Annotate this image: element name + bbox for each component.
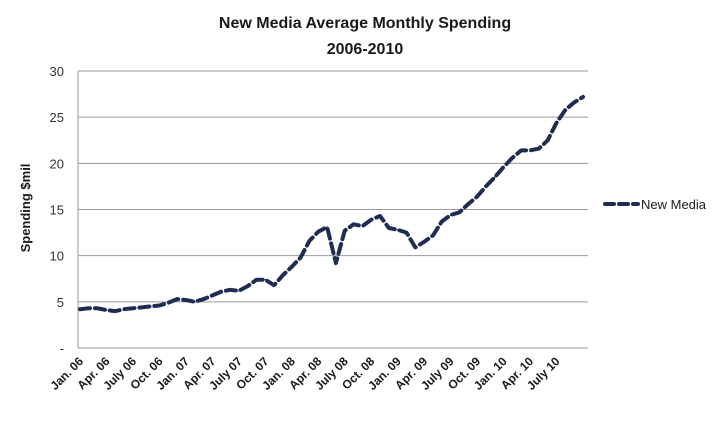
- gridlines: [77, 70, 588, 349]
- data-point: [396, 229, 399, 231]
- data-point: [105, 309, 108, 311]
- data-point: [299, 256, 302, 259]
- y-tick-label: 15: [50, 203, 64, 218]
- data-point: [441, 220, 443, 223]
- data-point: [290, 265, 293, 268]
- legend-label-new-media: New Media: [641, 197, 707, 212]
- data-point: [361, 225, 364, 227]
- data-point: [149, 305, 152, 308]
- data-point: [167, 301, 170, 304]
- data-point: [370, 218, 373, 221]
- data-point: [246, 285, 249, 287]
- data-point: [114, 310, 117, 312]
- data-point: [229, 289, 231, 291]
- data-point: [546, 139, 549, 142]
- y-tick-label: 10: [50, 249, 64, 264]
- y-axis-label: Spending $mil: [18, 164, 33, 253]
- data-point: [335, 262, 337, 264]
- data-point: [343, 229, 346, 232]
- data-point: [158, 304, 161, 307]
- data-point: [317, 230, 320, 233]
- data-point: [88, 307, 90, 310]
- data-point: [555, 121, 558, 124]
- chart-title: New Media Average Monthly Spending: [219, 15, 511, 32]
- data-point: [132, 307, 134, 310]
- y-tick-label: 5: [57, 295, 64, 310]
- data-point: [282, 274, 284, 276]
- series-line-new-media: [78, 94, 585, 314]
- data-point: [140, 306, 143, 309]
- data-point: [264, 278, 267, 281]
- data-point: [326, 226, 328, 228]
- data-point: [79, 308, 81, 311]
- data-point: [352, 223, 355, 226]
- data-point: [414, 246, 417, 249]
- data-point: [308, 240, 311, 242]
- data-point: [255, 278, 258, 281]
- data-point: [185, 299, 187, 301]
- data-point: [476, 195, 478, 198]
- data-point: [211, 294, 214, 297]
- data-point: [449, 214, 452, 216]
- y-tick-label: 25: [50, 110, 64, 125]
- data-point: [582, 96, 584, 98]
- data-point: [379, 215, 381, 217]
- data-point: [538, 147, 540, 150]
- data-point: [123, 308, 125, 311]
- data-point: [458, 211, 461, 214]
- data-point: [573, 101, 575, 104]
- data-point: [202, 298, 205, 300]
- data-point: [564, 108, 567, 111]
- data-point: [96, 307, 99, 310]
- data-point: [467, 203, 470, 205]
- data-point: [493, 176, 496, 178]
- data-point: [520, 149, 523, 152]
- data-point: [423, 241, 425, 243]
- data-point: [432, 234, 434, 237]
- data-point: [405, 231, 408, 234]
- data-point: [220, 290, 222, 293]
- data-point: [193, 301, 196, 303]
- chart-subtitle: 2006-2010: [327, 41, 404, 58]
- data-point: [502, 166, 505, 168]
- data-point: [511, 156, 514, 159]
- y-tick-label: 30: [50, 64, 64, 79]
- legend: New Media: [603, 197, 707, 212]
- series-layer: [78, 94, 585, 314]
- y-tick-label: 20: [50, 156, 64, 171]
- data-point: [273, 284, 275, 287]
- y-tick-label: -: [60, 341, 64, 356]
- y-axis-ticks: - 5 10 15 20 25 30: [50, 64, 64, 356]
- data-point: [529, 149, 531, 152]
- data-point: [485, 185, 487, 188]
- data-point: [176, 298, 178, 300]
- data-point: [388, 227, 390, 229]
- data-point: [238, 289, 240, 292]
